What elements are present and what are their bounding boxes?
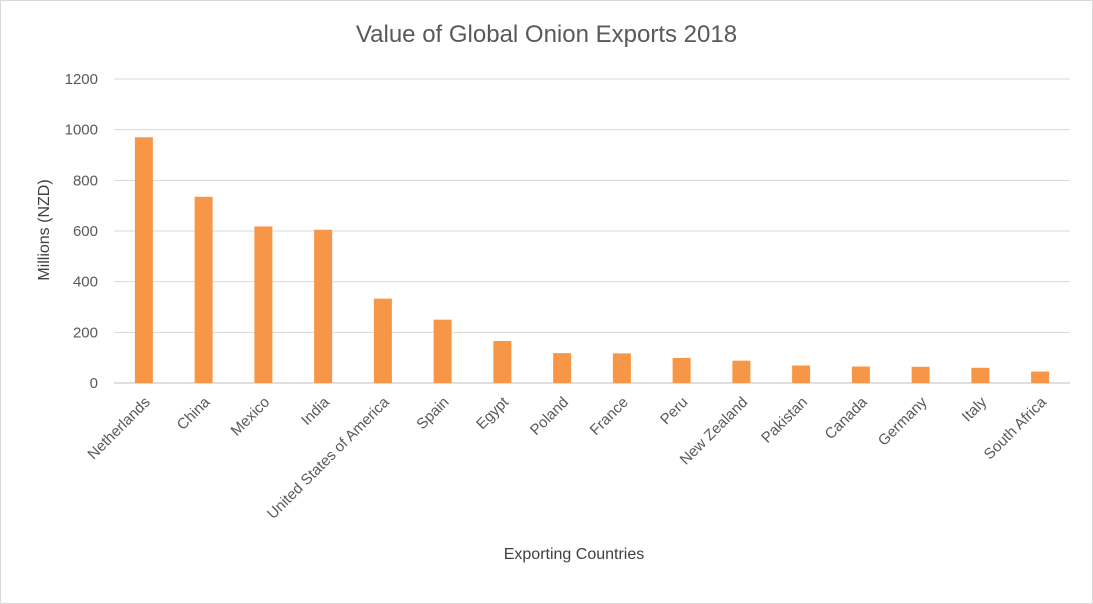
x-tick-label: Netherlands <box>84 394 153 463</box>
x-tick-label: Peru <box>657 394 691 428</box>
bar <box>373 298 392 383</box>
bar <box>971 367 990 383</box>
x-tick-label: France <box>587 394 632 439</box>
bar <box>314 229 333 383</box>
x-tick-label: United States of America <box>264 393 393 522</box>
bar <box>1031 371 1050 383</box>
x-axis-label: Exporting Countries <box>503 546 645 563</box>
bar <box>851 366 870 383</box>
bar <box>254 226 273 383</box>
bar <box>493 340 512 383</box>
bar <box>792 365 811 383</box>
x-tick-label: China <box>174 393 214 433</box>
bar <box>732 360 751 383</box>
bar <box>672 357 691 383</box>
bar <box>194 196 213 383</box>
y-tick-label: 0 <box>90 375 98 392</box>
y-tick-label: 1000 <box>65 122 98 139</box>
x-tick-label: Italy <box>959 393 991 425</box>
x-tick-label: Canada <box>822 393 872 443</box>
bar <box>433 319 452 383</box>
x-tick-label: India <box>298 393 333 428</box>
x-tick-label: South Africa <box>981 393 1051 463</box>
y-tick-label: 1200 <box>65 71 98 88</box>
y-tick-label: 600 <box>73 223 98 240</box>
bar <box>134 137 153 383</box>
chart-title: Value of Global Onion Exports 2018 <box>355 21 738 48</box>
bar <box>553 353 572 383</box>
x-tick-label: Egypt <box>473 393 513 433</box>
x-tick-label: Pakistan <box>758 394 811 447</box>
x-tick-label: Mexico <box>228 394 274 440</box>
x-tick-label: Germany <box>875 393 931 449</box>
y-tick-label: 800 <box>73 172 98 189</box>
x-tick-label: Spain <box>413 394 452 433</box>
y-tick-label: 400 <box>73 274 98 291</box>
bar <box>911 366 930 383</box>
x-tick-label: Poland <box>527 394 572 439</box>
bar <box>612 353 631 383</box>
y-tick-label: 200 <box>73 324 98 341</box>
